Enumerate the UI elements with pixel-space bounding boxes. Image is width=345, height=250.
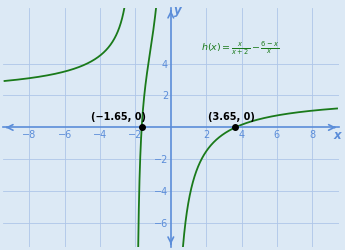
Text: (3.65, 0): (3.65, 0) xyxy=(208,112,255,122)
Text: (−1.65, 0): (−1.65, 0) xyxy=(91,112,146,122)
Text: x: x xyxy=(334,128,341,141)
Text: y: y xyxy=(174,4,182,17)
Text: $h(x) = \frac{x}{x+2} - \frac{6-x}{x}$: $h(x) = \frac{x}{x+2} - \frac{6-x}{x}$ xyxy=(201,40,279,57)
